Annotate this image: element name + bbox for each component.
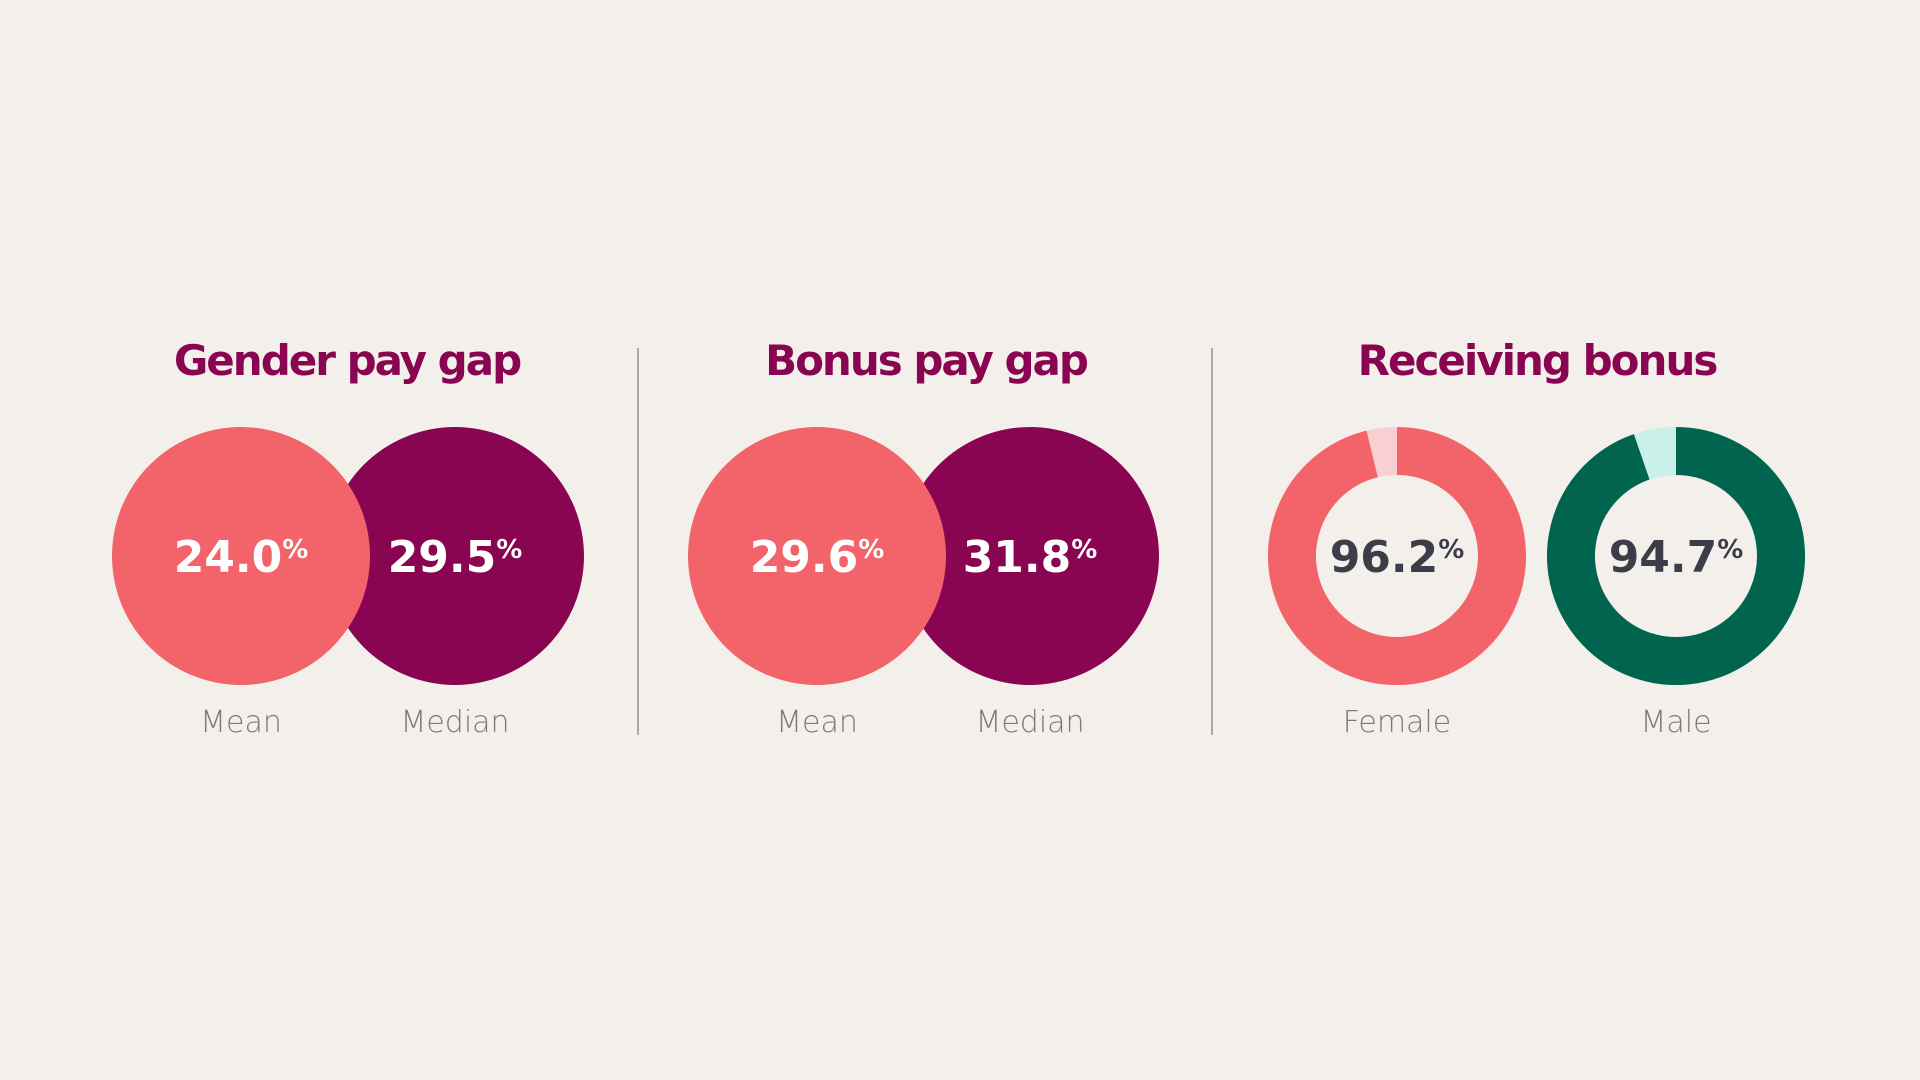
value-label: 24.0%	[174, 532, 309, 583]
item-label: Mean	[200, 705, 282, 740]
value-number: 29.6	[750, 532, 859, 583]
value-number: 94.7	[1609, 532, 1718, 583]
panel-title: Receiving bonus	[1358, 336, 1718, 385]
value-number: 29.5	[388, 532, 497, 583]
value-number: 24.0	[174, 532, 283, 583]
panel-title: Bonus pay gap	[765, 336, 1088, 385]
donut-arc	[1268, 427, 1526, 685]
value-circle	[326, 427, 584, 685]
value-number: 96.2	[1330, 532, 1439, 583]
value-unit: %	[282, 535, 308, 565]
value-unit: %	[496, 535, 522, 565]
value-unit: %	[1717, 535, 1743, 565]
value-unit: %	[858, 535, 884, 565]
item-label: Female	[1343, 705, 1451, 740]
value-label: 29.5%	[388, 532, 523, 583]
donut-arc	[1547, 427, 1805, 685]
item-label: Male	[1640, 705, 1711, 740]
value-label: 31.8%	[963, 532, 1098, 583]
value-unit: %	[1438, 535, 1464, 565]
value-circle	[688, 427, 946, 685]
value-label: 29.6%	[750, 532, 885, 583]
value-number: 31.8	[963, 532, 1072, 583]
item-label: Median	[975, 705, 1084, 740]
value-label: 96.2%	[1330, 532, 1465, 583]
item-label: Median	[400, 705, 509, 740]
panel-title: Gender pay gap	[174, 336, 521, 385]
value-unit: %	[1071, 535, 1097, 565]
item-label: Mean	[776, 705, 858, 740]
value-circle	[901, 427, 1159, 685]
value-label: 94.7%	[1609, 532, 1744, 583]
value-circle	[112, 427, 370, 685]
